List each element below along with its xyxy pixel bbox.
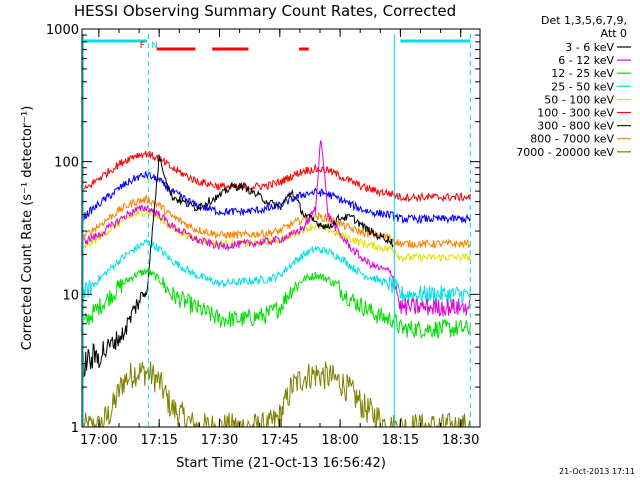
x-axis-label: Start Time (21-Oct-13 16:56:42) <box>176 456 386 471</box>
series-line <box>82 209 471 263</box>
footer-date: 21-Oct-2013 17:11 <box>559 467 635 476</box>
x-tick-label: 17:30 <box>201 433 238 448</box>
legend-label: 3 - 6 keV <box>565 41 614 54</box>
series-layer <box>82 139 471 429</box>
x-tick-label: 17:00 <box>80 433 117 448</box>
vertical-markers <box>82 34 471 427</box>
plot-frame <box>81 28 481 428</box>
legend-label: 25 - 50 keV <box>551 80 614 93</box>
legend-header-line-1: Det 1,3,5,6,7,9, <box>541 14 627 27</box>
series-line <box>82 171 471 225</box>
chart-title: HESSI Observing Summary Count Rates, Cor… <box>74 2 456 20</box>
series-line <box>82 194 471 249</box>
series-line <box>82 238 471 304</box>
series-line <box>83 139 471 317</box>
legend-label: 6 - 12 keV <box>558 54 614 67</box>
y-axis-label: Corrected Count Rate (s⁻¹ detector⁻¹) <box>20 106 35 351</box>
series-line <box>82 150 471 203</box>
legend-label: 7000 - 20000 keV <box>516 146 614 159</box>
series-line <box>82 361 471 429</box>
legend-label: 50 - 100 keV <box>544 93 614 106</box>
legend-label: 800 - 7000 keV <box>530 133 614 146</box>
series-line <box>82 266 471 340</box>
x-tick-label: 17:15 <box>140 433 177 448</box>
legend-label: 100 - 300 keV <box>537 107 614 120</box>
series-line <box>82 154 394 378</box>
x-tick-label: 18:30 <box>442 433 479 448</box>
legend-label: 12 - 25 keV <box>551 67 614 80</box>
x-tick-label: 17:45 <box>261 433 298 448</box>
y-tick-label: 100 <box>54 156 79 171</box>
y-tick-label: 1000 <box>46 23 79 38</box>
y-axis-ticks: 1 10 100 1000 <box>46 23 480 436</box>
y-tick-label: 10 <box>62 288 79 303</box>
flag-label: F <box>140 41 145 51</box>
x-axis-ticks: 17:00 17:15 17:30 17:45 18:00 18:15 18:30 <box>80 29 479 448</box>
legend-header-line-2: Att 0 <box>601 27 627 40</box>
y-tick-label: 1 <box>71 421 79 436</box>
x-tick-label: 18:00 <box>321 433 358 448</box>
flag-label: N <box>151 41 158 51</box>
legend-label: 300 - 800 keV <box>537 120 614 133</box>
x-tick-label: 18:15 <box>382 433 419 448</box>
